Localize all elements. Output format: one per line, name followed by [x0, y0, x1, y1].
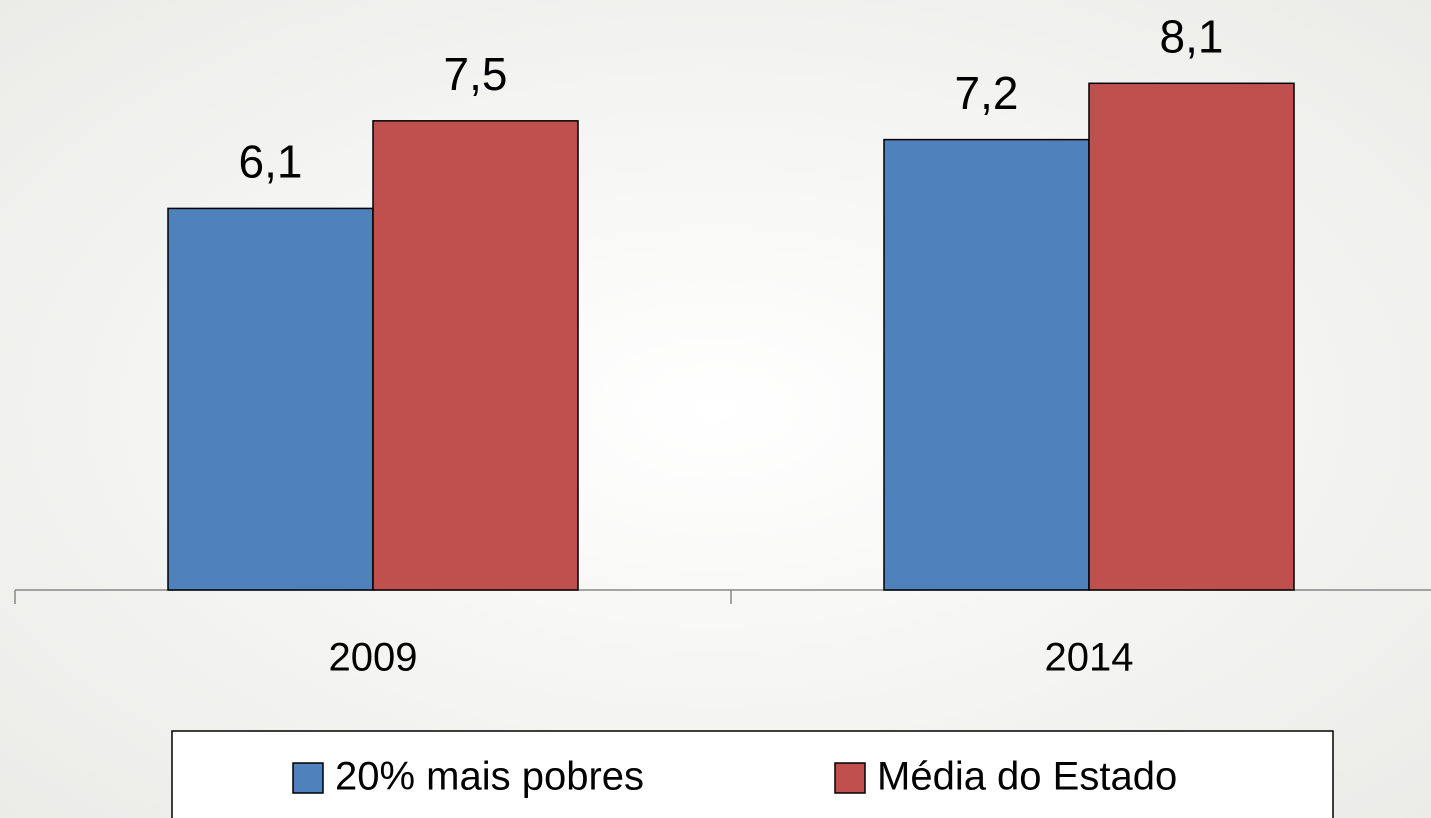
x-tick-label: 2009 [329, 636, 418, 680]
legend-label: 20% mais pobres [335, 755, 644, 799]
bar [372, 120, 579, 591]
data-label: 8,1 [1160, 10, 1224, 62]
legend-label: Média do Estado [877, 755, 1177, 799]
legend-swatch [834, 762, 866, 794]
data-label: 7,2 [955, 67, 1019, 119]
bar [883, 138, 1090, 591]
bar [167, 207, 374, 591]
x-tick-label: 2014 [1045, 636, 1134, 680]
legend-swatch [292, 762, 324, 794]
data-label: 6,1 [239, 136, 303, 188]
bar [1088, 82, 1295, 591]
data-label: 7,5 [444, 48, 508, 100]
legend-box [171, 730, 1334, 818]
